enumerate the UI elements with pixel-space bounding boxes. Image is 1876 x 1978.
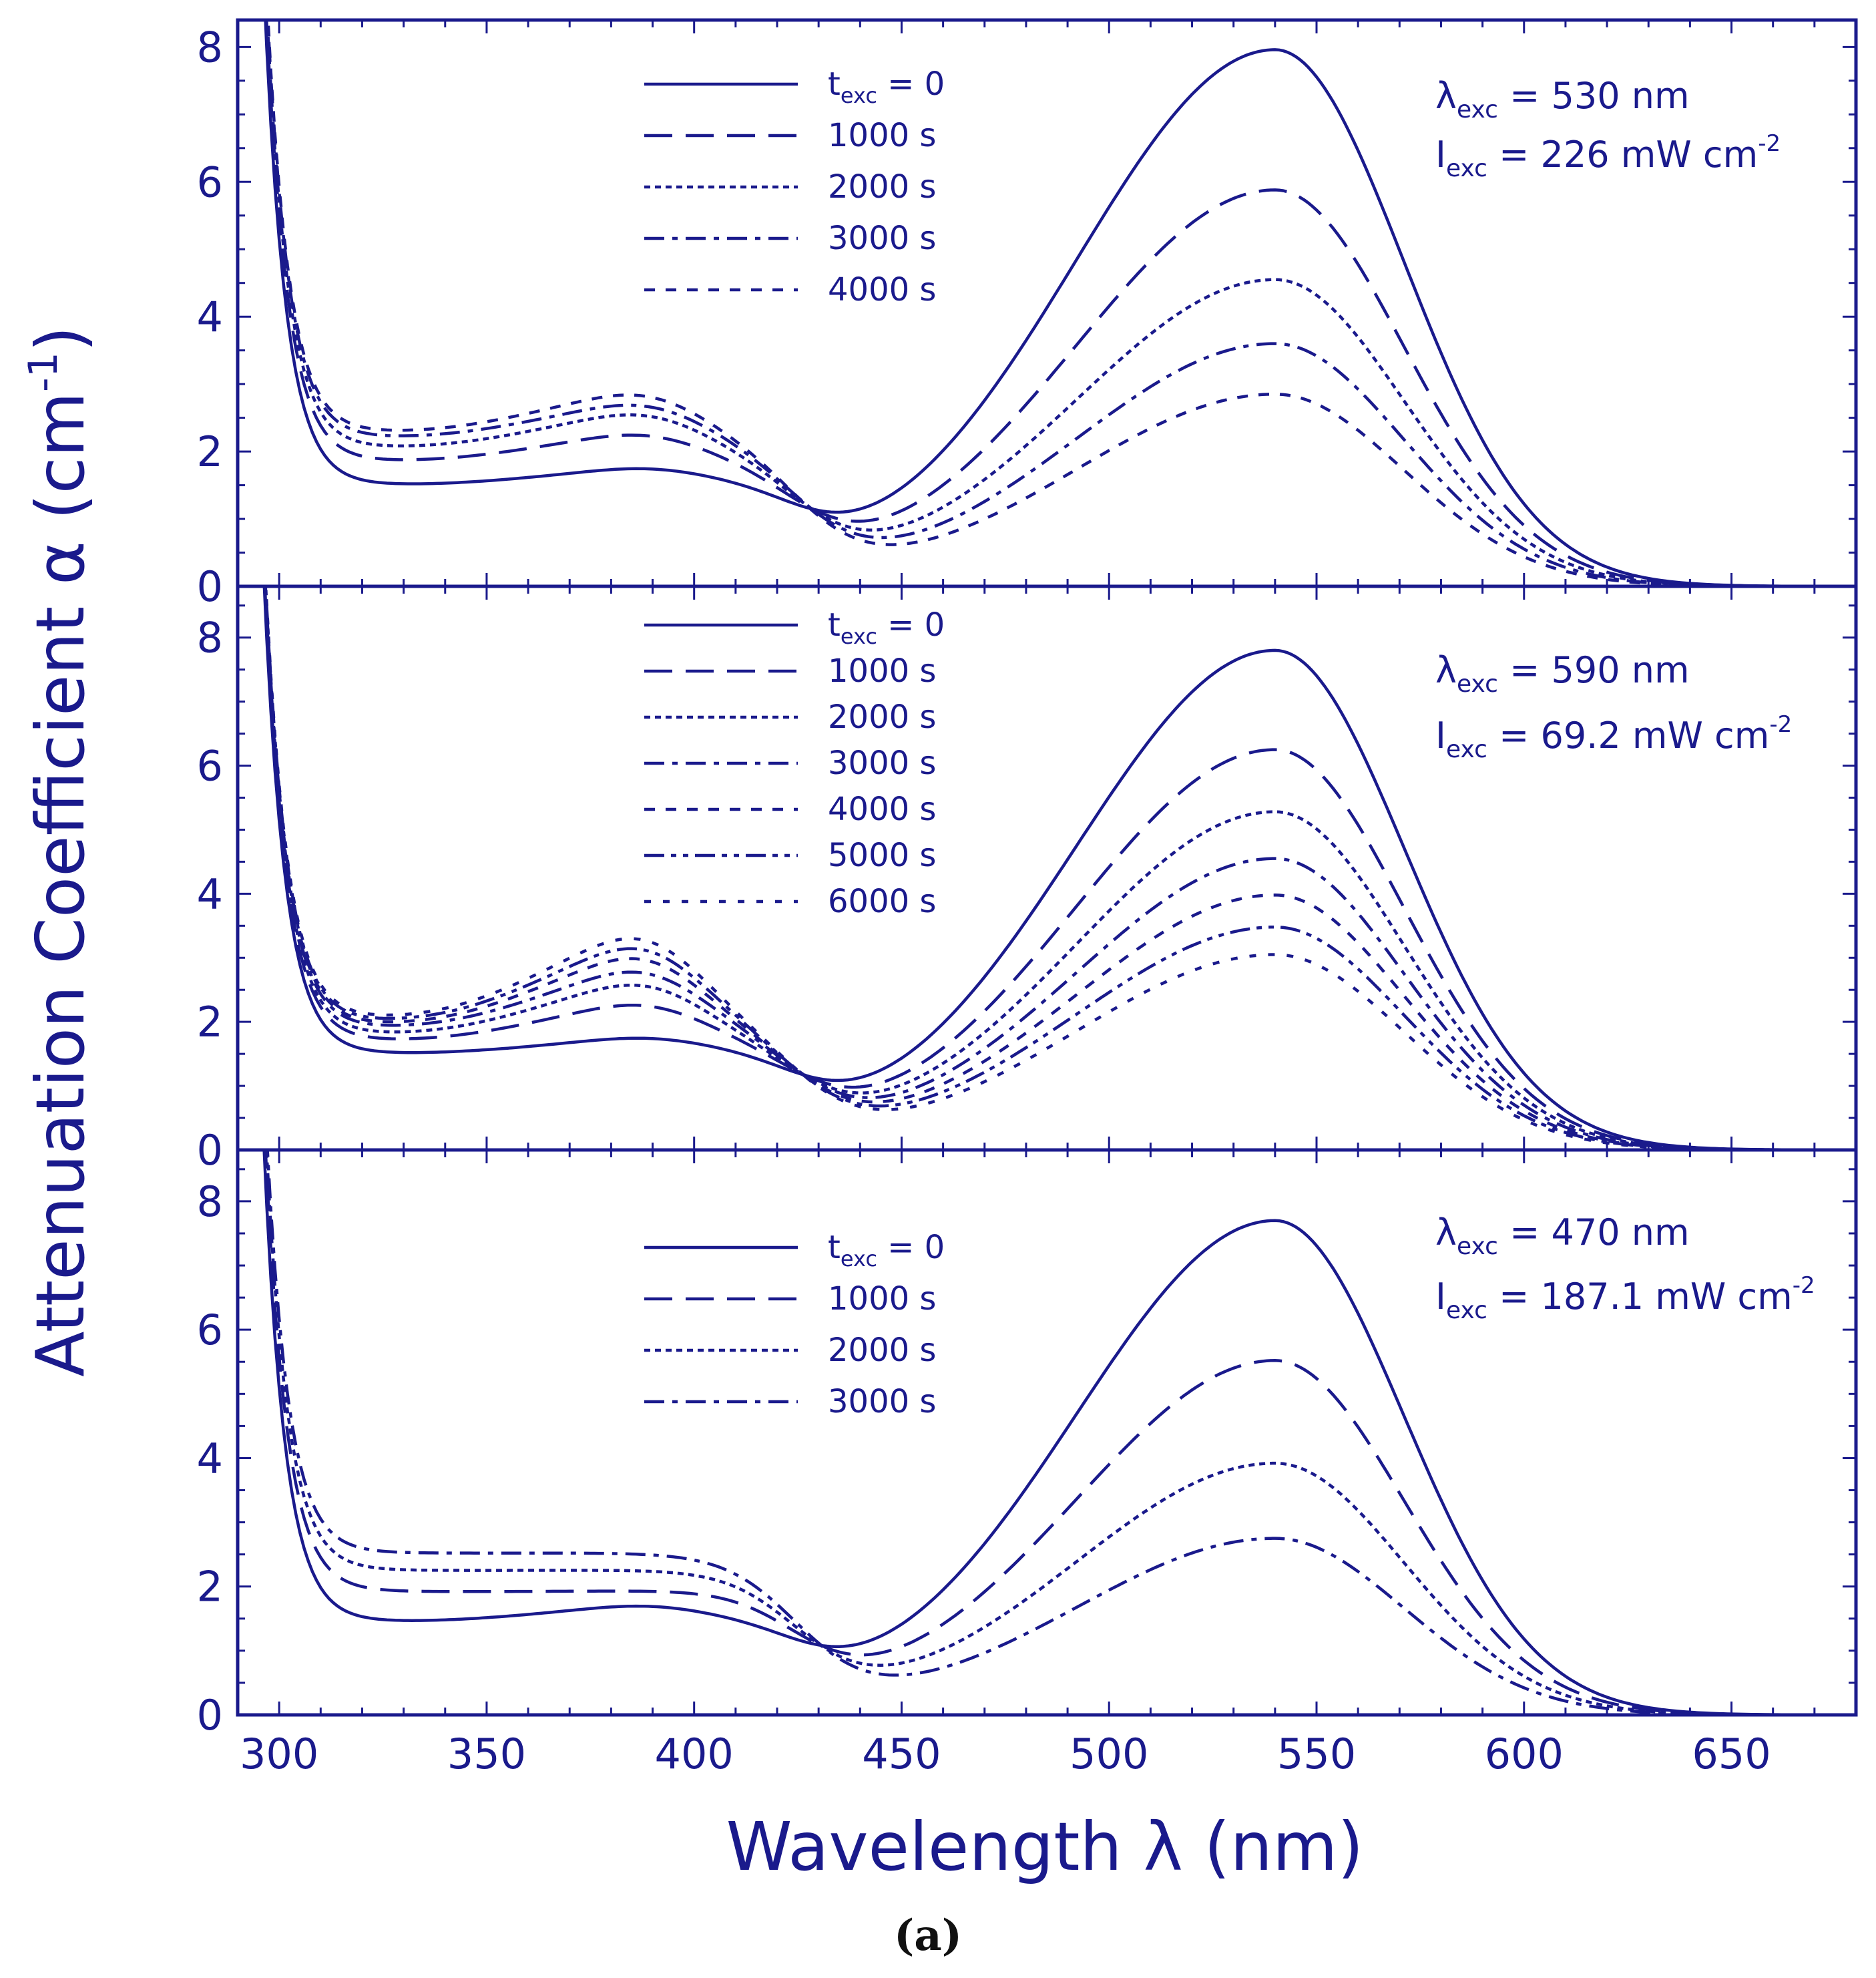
- y-axis-title-main: Attenuation Coefficient α (cm: [21, 392, 99, 1377]
- y-axis-title-sup: -1: [20, 352, 67, 392]
- y-tick-label: 2: [197, 998, 223, 1046]
- y-tick-label: 0: [197, 562, 223, 611]
- legend-label: 3000 s: [828, 1383, 936, 1420]
- series-line: [262, 586, 1856, 1150]
- x-tick-label: 600: [1485, 1730, 1564, 1778]
- series-line: [264, 1150, 1856, 1715]
- excitation-intensity: Iexc = 69.2 mW cm-2: [1435, 711, 1792, 763]
- series-line: [266, 1150, 1856, 1715]
- series-line: [264, 586, 1856, 1150]
- panel-bottom: 0 2 4 6 8 300 350 400 450 500 550 600 650 texc = 0 100…: [197, 1148, 1858, 1778]
- x-tick-label: 550: [1277, 1730, 1356, 1778]
- legend-label: 1000 s: [828, 117, 936, 154]
- series-line: [264, 586, 1856, 1150]
- series-line: [266, 20, 1856, 586]
- x-tick-label: 300: [240, 1730, 318, 1778]
- series-line: [265, 20, 1856, 586]
- legend-label: 2000 s: [828, 699, 936, 736]
- y-tick-label: 6: [197, 742, 223, 791]
- y-tick-label: 8: [197, 23, 223, 71]
- legend-label: 5000 s: [828, 837, 936, 874]
- plot-frame: [236, 1148, 1858, 1717]
- y-tick-label: 4: [197, 292, 223, 341]
- y-tick-label: 6: [197, 158, 223, 206]
- series-line: [266, 20, 1856, 586]
- legend-label: 1000 s: [828, 1280, 936, 1318]
- legend-label: texc = 0: [828, 1229, 945, 1271]
- legend-label: texc = 0: [828, 65, 945, 108]
- y-tick-label: 2: [197, 427, 223, 476]
- y-axis-title: Attenuation Coefficient α (cm-1): [20, 326, 99, 1377]
- x-tick-label: 450: [862, 1730, 941, 1778]
- x-axis-title: Wavelength λ (nm): [726, 1808, 1364, 1886]
- legend-label: 3000 s: [828, 745, 936, 782]
- x-tick-label: 400: [655, 1730, 734, 1778]
- series-line: [264, 20, 1856, 586]
- series-line: [263, 586, 1856, 1150]
- legend-label: texc = 0: [828, 606, 945, 649]
- x-tick-label: 350: [447, 1730, 526, 1778]
- excitation-wavelength: λexc = 590 nm: [1435, 649, 1690, 698]
- legend-label: 6000 s: [828, 883, 936, 920]
- y-axis-title-close: ): [21, 326, 99, 352]
- excitation-intensity: Iexc = 226 mW cm-2: [1435, 130, 1781, 182]
- y-tick-label: 2: [197, 1563, 223, 1611]
- x-tick-label: 500: [1070, 1730, 1148, 1778]
- y-tick-label: 0: [197, 1126, 223, 1175]
- legend-label: 2000 s: [828, 1332, 936, 1369]
- figure-caption: (a): [894, 1911, 962, 1961]
- y-tick-label: 6: [197, 1306, 223, 1354]
- legend-label: 2000 s: [828, 168, 936, 206]
- series-line: [262, 1150, 1856, 1715]
- legend-label: 3000 s: [828, 220, 936, 257]
- x-tick-label: 650: [1692, 1730, 1771, 1778]
- legend-label: 4000 s: [828, 791, 936, 828]
- series-line: [264, 586, 1856, 1150]
- excitation-wavelength: λexc = 530 nm: [1435, 75, 1690, 124]
- legend-label: 1000 s: [828, 652, 936, 690]
- y-tick-label: 4: [197, 869, 223, 918]
- y-tick-label: 4: [197, 1434, 223, 1482]
- y-tick-label: 8: [197, 614, 223, 662]
- panel-top: 0 2 4 6 8 texc = 0 1000 s 2000 s 3000 s 4000 s λex…: [197, 18, 1858, 611]
- series-line: [264, 1150, 1856, 1715]
- y-tick-label: 0: [197, 1691, 223, 1740]
- excitation-intensity: Iexc = 187.1 mW cm-2: [1435, 1272, 1815, 1324]
- series-line: [264, 20, 1856, 586]
- y-tick-label: 8: [197, 1177, 223, 1226]
- legend-label: 4000 s: [828, 271, 936, 309]
- excitation-wavelength: λexc = 470 nm: [1435, 1211, 1690, 1260]
